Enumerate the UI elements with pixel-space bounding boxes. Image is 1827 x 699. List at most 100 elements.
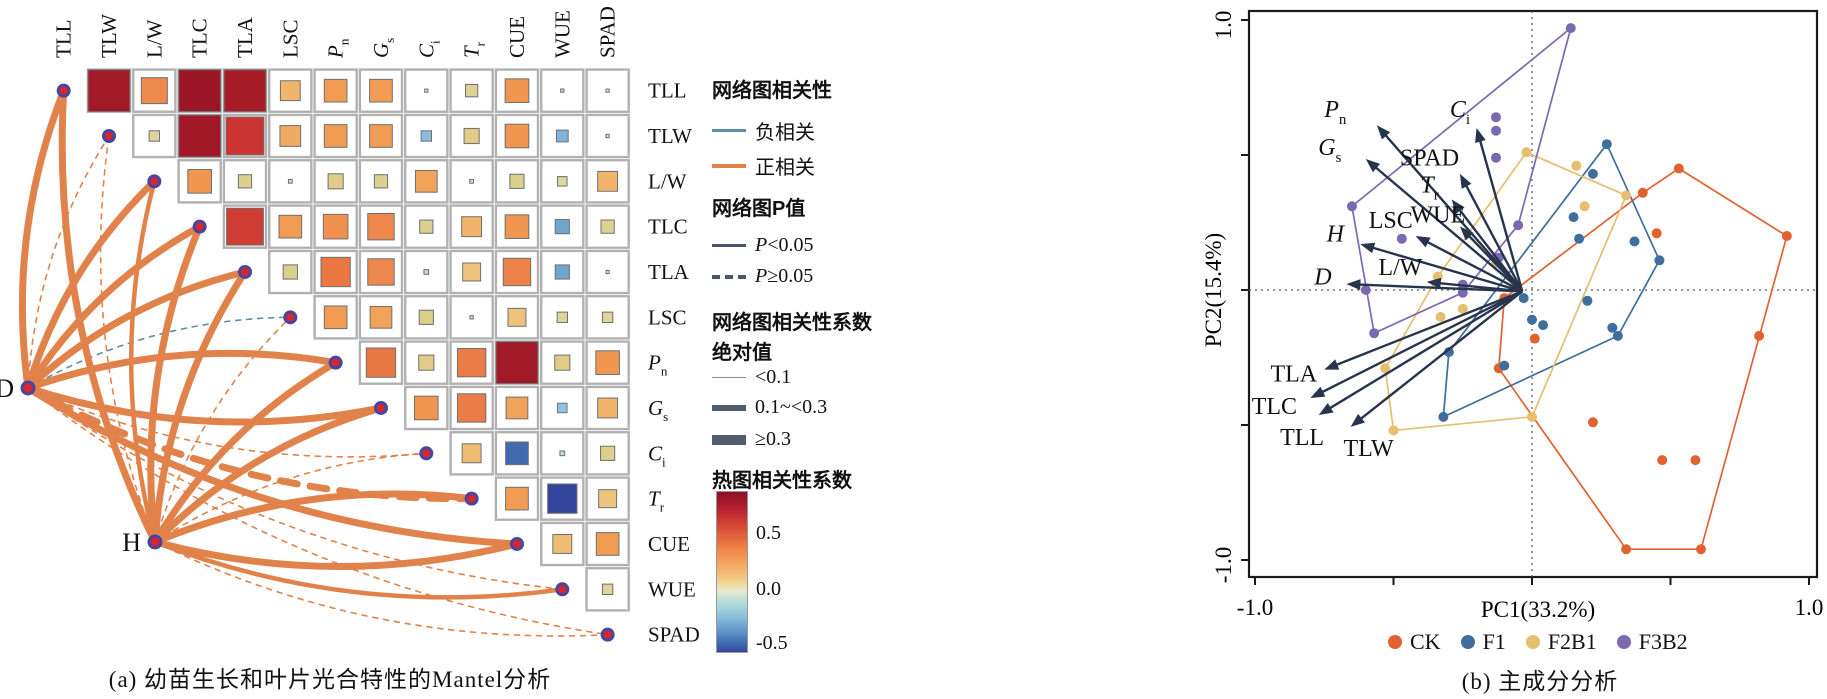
heatmap-cell-value (282, 264, 298, 280)
legend-item-width-mid: 0.1~<0.3 (712, 396, 827, 419)
pca-arrowhead (1350, 413, 1365, 427)
pca-arrow-label: Pn (1323, 97, 1347, 128)
legend-item-ck: CK (1388, 629, 1441, 655)
heatmap-cell-value (327, 173, 344, 190)
pca-point-ck (1754, 330, 1765, 341)
heatmap-cell-value (456, 393, 487, 423)
heatmap-cell-value (369, 124, 393, 148)
pca-arrowhead (1451, 199, 1465, 214)
matrix-col-label: L/W (142, 19, 166, 58)
heatmap-cell-value (505, 441, 529, 466)
heatmap-cell-value (279, 125, 302, 147)
heatmap-cell-value (226, 207, 264, 246)
network-edge (27, 387, 564, 591)
heatmap-cell-value (557, 402, 568, 414)
pca-arrowhead (1376, 125, 1391, 140)
heatmap-cell-value (413, 395, 439, 421)
pca-hull-f3b2 (1351, 25, 1573, 335)
network-edge (151, 359, 340, 546)
f3b2-dot (1616, 635, 1631, 649)
matrix-row-label: Gs (648, 396, 668, 424)
heatmap-cell-value (469, 315, 474, 320)
matrix-row-label: Ci (648, 441, 666, 469)
pca-point-f1 (1499, 360, 1510, 371)
pca-arrow (1333, 290, 1523, 368)
heatmap-cell-value (557, 176, 568, 187)
f1-dot (1460, 635, 1475, 649)
legend-item-width-small: <0.1 (712, 366, 791, 389)
pca-arrow-label: Tr (1420, 173, 1438, 204)
heatmap-cell (494, 68, 540, 113)
matrix-row-label: Tr (648, 487, 665, 515)
x-tick-label-max: 1.0 (1795, 595, 1824, 620)
network-edge (24, 384, 521, 548)
network-node-label: H (122, 528, 141, 557)
heatmap-cell-value (597, 170, 619, 192)
pca-point-f3b2 (1369, 328, 1380, 339)
thick-line-sample (712, 434, 746, 445)
pca-point-f1 (1629, 236, 1640, 247)
heatmap-cell-value (507, 307, 527, 327)
pca-point-f2b1 (1579, 201, 1590, 212)
heatmap-cell-value (556, 311, 568, 324)
heatmap-cell-value (187, 169, 212, 194)
pca-point-f1 (1518, 293, 1529, 304)
pca-arrow-label: Gs (1318, 135, 1341, 166)
pca-arrow (1372, 164, 1524, 293)
thin-line-sample (712, 377, 746, 378)
heatmap-cell (540, 204, 585, 249)
x-axis-label: PC1(33.2%) (1481, 597, 1595, 622)
heatmap-cell-value (505, 396, 529, 420)
pca-arrow-label: TLL (1280, 425, 1324, 451)
network-node (419, 446, 434, 461)
pca-point-f1 (1612, 330, 1623, 341)
pca-arrowhead (1360, 242, 1376, 254)
heatmap-cell-value (223, 69, 267, 113)
heatmap-cell-value (369, 78, 393, 103)
pca-point-ck (1651, 228, 1662, 239)
heatmap-cell-value (559, 450, 566, 457)
pca-arrow-label: TLA (1270, 362, 1317, 388)
plot-frame (1247, 9, 1819, 579)
network-node (283, 310, 298, 325)
network-edge (24, 384, 385, 426)
heatmap-cell-value (423, 269, 430, 275)
colorbar-tick-00: 0.0 (756, 578, 781, 600)
pca-point-ck (1690, 455, 1701, 466)
pca-arrow (1423, 239, 1523, 293)
pca-point-ck (1673, 163, 1684, 174)
heatmap-cell-value (600, 445, 616, 461)
heatmap-cell (585, 521, 630, 567)
network-edge (27, 387, 609, 636)
pca-arrow (1357, 290, 1524, 422)
pca-arrow-label: H (1326, 221, 1346, 247)
pca-point-f1 (1538, 320, 1549, 331)
heatmap-cell-value (504, 123, 530, 149)
legend-item-width-big: ≥0.3 (712, 428, 791, 451)
network-edge (24, 268, 249, 392)
pca-point-ck (1529, 333, 1540, 344)
heatmap-cell-value (605, 88, 610, 93)
heatmap-cell-value (597, 397, 619, 419)
y-axis-label: PC2(15.4%) (1201, 233, 1226, 347)
heatmap-cell-value (552, 534, 573, 554)
ck-dot (1388, 635, 1402, 649)
heatmap-cell-value (504, 78, 530, 103)
heatmap-cell-value (369, 305, 393, 329)
network-edge (151, 404, 385, 546)
f2b1-dot (1525, 635, 1540, 649)
pca-arrowhead (1346, 279, 1361, 291)
colorbar-tick-05: 0.5 (756, 522, 781, 544)
negative-line-sample (712, 129, 746, 132)
matrix-col-label: Pn (324, 38, 352, 59)
pca-point-f1 (1587, 168, 1598, 179)
y-tick-label-max: 1.0 (1211, 11, 1236, 40)
heatmap-cell-value (367, 212, 395, 241)
pca-arrowhead (1415, 236, 1431, 248)
pca-arrow (1382, 132, 1524, 293)
matrix-row-label: LSC (648, 305, 687, 329)
heatmap-cell-value (323, 124, 348, 148)
heatmap-cell-value (598, 489, 618, 509)
heatmap-cell-value (418, 354, 435, 371)
network-edge (128, 179, 158, 545)
